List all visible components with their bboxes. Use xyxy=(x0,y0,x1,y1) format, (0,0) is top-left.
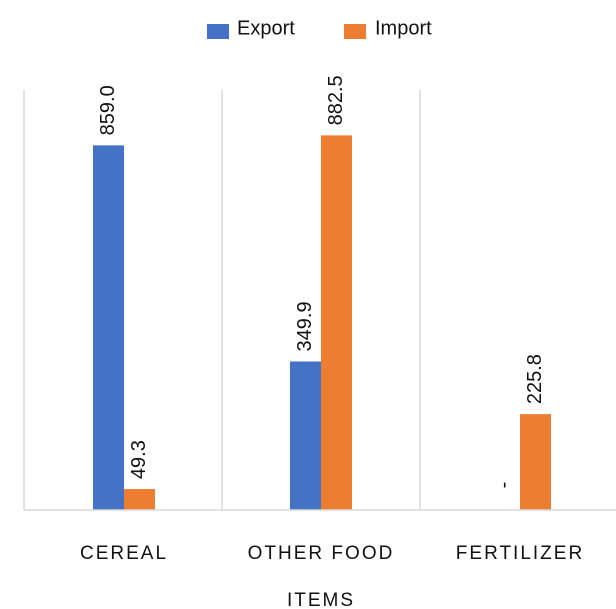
data-label-export-0: 859.0 xyxy=(97,85,119,135)
bar-export-0 xyxy=(93,145,124,511)
data-label-import-2: 225.8 xyxy=(524,354,546,404)
legend-label-import: Import xyxy=(375,17,432,39)
category-label-0: CEREAL xyxy=(80,543,168,564)
category-label-1: OTHER FOOD xyxy=(248,543,395,564)
data-label-import-1: 882.5 xyxy=(325,75,347,125)
category-label-2: FERTILIZER xyxy=(456,543,584,564)
bar-export-1 xyxy=(290,361,321,510)
bars xyxy=(93,135,551,511)
data-label-export-2: - xyxy=(493,482,515,489)
category-separators xyxy=(23,90,421,510)
bar-import-0 xyxy=(124,489,155,510)
bar-import-2 xyxy=(520,414,551,510)
legend-swatch-export xyxy=(207,24,229,39)
data-label-export-1: 349.9 xyxy=(294,301,316,351)
category-labels: CEREAL OTHER FOOD ITEMS FERTILIZER xyxy=(80,543,584,609)
legend-label-export: Export xyxy=(237,17,295,39)
category-label-1-line-1: ITEMS xyxy=(287,590,355,609)
bar-import-1 xyxy=(321,135,352,510)
legend: Export Import xyxy=(207,17,432,39)
data-labels: 859.0 349.9 - 49.3 882.5 225.8 xyxy=(97,75,546,488)
data-label-import-0: 49.3 xyxy=(128,440,150,479)
legend-swatch-import xyxy=(344,24,366,39)
